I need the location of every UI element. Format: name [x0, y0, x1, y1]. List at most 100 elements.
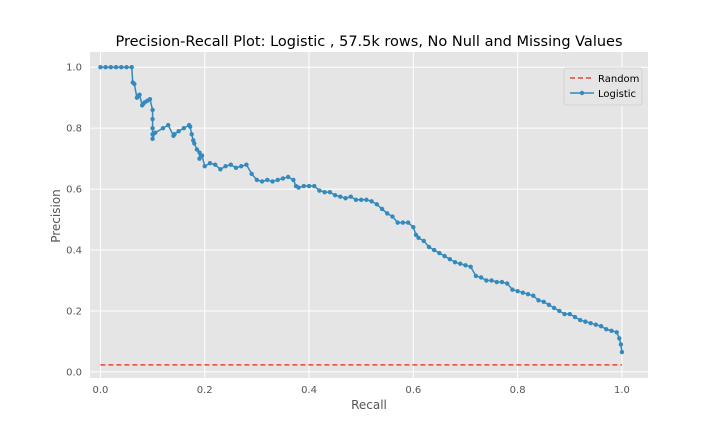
legend-logistic-marker — [579, 90, 585, 96]
logistic-point — [442, 253, 447, 259]
logistic-point — [390, 214, 395, 219]
logistic-point — [233, 165, 239, 170]
legend: Random Logistic — [563, 67, 643, 106]
logistic-point — [239, 164, 244, 169]
logistic-point — [197, 156, 202, 161]
logistic-point — [484, 278, 489, 283]
logistic-point — [546, 302, 552, 308]
y-tick-label: 0.0 — [66, 367, 82, 378]
logistic-point — [364, 197, 369, 202]
logistic-point — [150, 125, 155, 131]
logistic-point — [197, 150, 202, 155]
logistic-point — [468, 264, 473, 269]
logistic-point — [150, 116, 155, 122]
logistic-point — [338, 194, 343, 199]
x-tick-label: 0.8 — [510, 385, 526, 396]
y-tick-label: 0.4 — [66, 246, 82, 257]
logistic-point — [525, 292, 531, 297]
logistic-point — [541, 299, 546, 305]
logistic-point — [583, 319, 588, 324]
y-tick-label: 0.8 — [66, 124, 82, 135]
logistic-point — [176, 129, 181, 134]
logistic-point — [228, 162, 234, 167]
logistic-point — [218, 167, 223, 172]
logistic-point — [572, 314, 578, 320]
x-tick-label: 1.0 — [614, 385, 630, 396]
logistic-point — [317, 188, 322, 193]
logistic-point — [598, 324, 604, 329]
x-tick-label: 0.2 — [197, 385, 213, 396]
logistic-point — [515, 288, 520, 294]
logistic-point — [119, 65, 124, 70]
logistic-point — [137, 92, 142, 97]
logistic-point — [223, 164, 228, 169]
logistic-point — [504, 281, 510, 286]
logistic-point — [249, 171, 254, 177]
x-tick-labels: 0.0 0.2 0.4 0.6 0.8 1.0 — [92, 385, 629, 396]
logistic-point — [199, 153, 205, 158]
logistic-point — [494, 279, 499, 285]
logistic-point — [275, 177, 280, 183]
logistic-point — [416, 235, 421, 241]
logistic-point — [551, 305, 557, 311]
logistic-point — [322, 189, 327, 195]
logistic-point — [332, 192, 338, 198]
logistic-point — [160, 125, 166, 131]
y-tick-label: 1.0 — [66, 63, 82, 74]
logistic-point — [458, 261, 463, 266]
logistic-point — [150, 136, 155, 142]
logistic-point — [536, 298, 541, 303]
logistic-point — [291, 177, 296, 183]
chart-title: Precision-Recall Plot: Logistic , 57.5k … — [115, 34, 622, 50]
logistic-point — [312, 183, 317, 189]
logistic-point — [194, 147, 200, 152]
logistic-point — [374, 202, 380, 207]
logistic-point — [150, 107, 155, 113]
logistic-point — [259, 179, 265, 184]
logistic-point — [520, 290, 526, 295]
grid-lines — [90, 52, 648, 378]
legend-logistic-label: Logistic — [598, 89, 636, 100]
x-axis-label: Recall — [351, 398, 387, 412]
logistic-point — [385, 211, 390, 216]
logistic-point — [270, 179, 275, 184]
logistic-point — [405, 220, 411, 225]
logistic-point — [447, 256, 453, 262]
logistic-point — [578, 317, 583, 323]
logistic-point — [426, 244, 432, 250]
logistic-point — [353, 197, 359, 202]
logistic-point — [618, 342, 624, 347]
logistic-point — [129, 65, 134, 70]
series-logistic — [98, 65, 625, 355]
logistic-point — [285, 174, 291, 180]
logistic-point — [306, 183, 312, 189]
logistic-point — [265, 177, 270, 183]
logistic-point — [463, 263, 468, 268]
logistic-point — [181, 125, 187, 131]
logistic-point — [103, 65, 108, 70]
logistic-point — [379, 206, 385, 212]
logistic-point — [254, 177, 260, 183]
logistic-point — [489, 278, 494, 283]
y-tick-label: 0.2 — [66, 306, 82, 317]
logistic-point — [369, 199, 374, 204]
logistic-point — [431, 247, 437, 253]
plot-background — [90, 52, 648, 378]
logistic-point — [510, 287, 515, 292]
y-axis-label: Precision — [49, 189, 63, 243]
logistic-point — [172, 132, 177, 137]
logistic-point — [395, 220, 400, 225]
logistic-point — [400, 220, 406, 225]
logistic-point — [152, 130, 158, 135]
x-tick-label: 0.4 — [301, 385, 317, 396]
logistic-point — [452, 260, 458, 265]
logistic-point — [421, 238, 426, 244]
logistic-point — [108, 65, 114, 70]
x-tick-label: 0.6 — [405, 385, 421, 396]
logistic-point — [557, 308, 562, 314]
logistic-point — [562, 311, 567, 317]
logistic-point — [98, 65, 103, 70]
y-tick-label: 0.6 — [66, 185, 82, 196]
logistic-point — [348, 194, 353, 199]
